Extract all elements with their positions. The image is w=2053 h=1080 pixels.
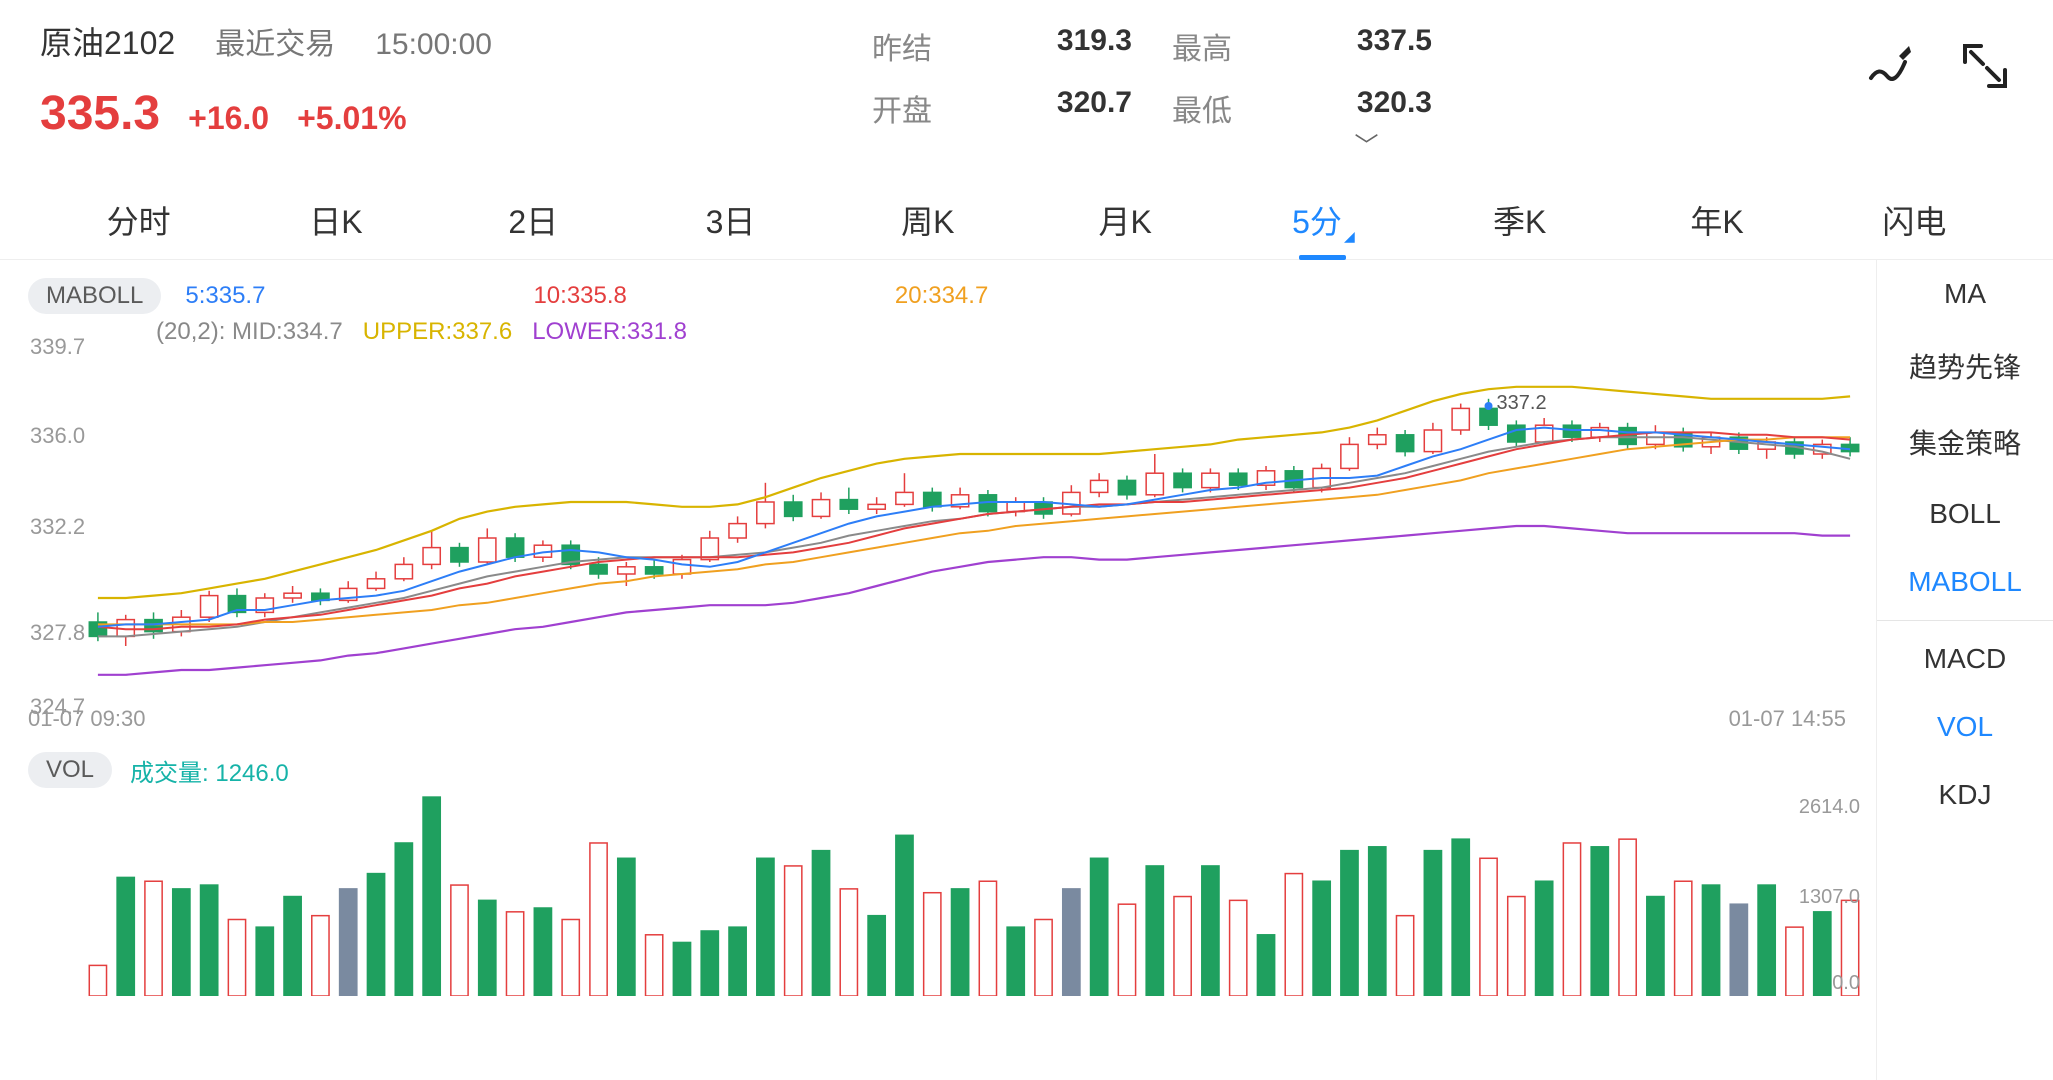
volume-panel[interactable]: 2614.0 1307.0 0.0: [28, 796, 1864, 996]
x-start-label: 01-07 09:30: [28, 706, 145, 732]
y-tick-label: 339.7: [30, 334, 85, 360]
indicator-divider: [1877, 620, 2053, 621]
volume-chart[interactable]: [84, 796, 1864, 996]
boll-lower-legend: LOWER:331.8: [532, 318, 687, 345]
vol-legend-row: VOL 成交量: 1246.0: [28, 706, 1864, 796]
indicator-KDJ[interactable]: KDJ: [1877, 761, 2053, 829]
boll-params: (20,2):: [156, 318, 232, 345]
tab-3日[interactable]: 3日: [632, 189, 829, 259]
candlestick-chart[interactable]: [84, 346, 1864, 706]
draw-tool-button[interactable]: [1861, 38, 1917, 94]
indicator-VOL[interactable]: VOL: [1877, 693, 2053, 761]
y-tick-label: 332.2: [30, 514, 85, 540]
maboll-badge[interactable]: MABOLL: [28, 278, 161, 314]
tab-年K[interactable]: 年K: [1618, 189, 1815, 259]
indicator-MABOLL[interactable]: MABOLL: [1877, 548, 2053, 616]
open-label: 开盘: [872, 86, 952, 130]
header-left: 原油2102 最近交易 15:00:00 335.3 +16.0 +5.01%: [40, 18, 492, 141]
indicator-BOLL[interactable]: BOLL: [1877, 480, 2053, 548]
tab-季K[interactable]: 季K: [1421, 189, 1618, 259]
open-value: 320.7: [992, 86, 1132, 130]
vol-y-tick: 1307.0: [1799, 886, 1860, 909]
high-marker-label: 337.2: [1497, 392, 1547, 415]
low-value: 320.3: [1292, 86, 1432, 130]
low-label: 最低: [1172, 86, 1252, 130]
boll-legend-row: (20,2): MID:334.7 UPPER:337.6 LOWER:331.…: [28, 318, 1864, 346]
prev-close-label: 昨结: [872, 24, 952, 68]
indicator-MACD[interactable]: MACD: [1877, 625, 2053, 693]
y-tick-label: 327.8: [30, 620, 85, 646]
last-price: 335.3: [40, 86, 160, 141]
high-label: 最高: [1172, 24, 1252, 68]
price-change-pct: +5.01%: [297, 100, 406, 137]
tab-月K[interactable]: 月K: [1026, 189, 1223, 259]
recent-trade-label: 最近交易: [215, 19, 335, 63]
indicator-趋势先锋[interactable]: 趋势先锋: [1877, 328, 2053, 404]
tab-周K[interactable]: 周K: [829, 189, 1026, 259]
timeframe-tabs: 分时日K2日3日周K月K5分◢季K年K闪电: [0, 161, 2053, 260]
price-change: +16.0: [188, 100, 269, 137]
header: 原油2102 最近交易 15:00:00 335.3 +16.0 +5.01% …: [0, 0, 2053, 161]
high-value: 337.5: [1292, 24, 1432, 68]
vol-value-label: 成交量: 1246.0: [130, 753, 289, 788]
quote-stats: 昨结 319.3 最高 337.5 开盘 320.7 最低 320.3: [872, 18, 1801, 130]
tab-日K[interactable]: 日K: [237, 189, 434, 259]
tab-2日[interactable]: 2日: [435, 189, 632, 259]
vol-badge[interactable]: VOL: [28, 752, 112, 788]
indicator-MA[interactable]: MA: [1877, 260, 2053, 328]
chart-column: MABOLL 5:335.7 10:335.8 20:334.7 (20,2):…: [0, 260, 1876, 1080]
ma20-legend: 20:334.7: [895, 282, 988, 310]
expand-caret-icon[interactable]: ﹀: [872, 126, 1861, 161]
maboll-legend-row: MABOLL 5:335.7 10:335.8 20:334.7: [28, 272, 1864, 316]
header-tools: [1861, 18, 2013, 94]
boll-upper-legend: UPPER:337.6: [363, 318, 512, 345]
last-trade-time: 15:00:00: [375, 28, 492, 62]
vol-y-tick: 0.0: [1832, 972, 1860, 995]
candlestick-panel[interactable]: 339.7336.0332.2327.8324.7 01-07 09:30 01…: [28, 346, 1864, 706]
fullscreen-toggle-button[interactable]: [1957, 38, 2013, 94]
indicator-sidebar: MA趋势先锋集金策略BOLLMABOLL MACDVOLKDJ: [1876, 260, 2053, 1080]
prev-close-value: 319.3: [992, 24, 1132, 68]
tab-分时[interactable]: 分时: [40, 189, 237, 259]
tab-闪电[interactable]: 闪电: [1816, 189, 2013, 259]
indicator-集金策略[interactable]: 集金策略: [1877, 404, 2053, 480]
instrument-title: 原油2102: [40, 18, 175, 64]
ma10-legend: 10:335.8: [533, 282, 626, 310]
x-end-label: 01-07 14:55: [1729, 706, 1846, 732]
y-tick-label: 336.0: [30, 423, 85, 449]
ma5-legend: 5:335.7: [185, 282, 265, 310]
boll-mid-legend: MID:334.7: [232, 318, 343, 345]
vol-y-tick: 2614.0: [1799, 796, 1860, 819]
main-area: MABOLL 5:335.7 10:335.8 20:334.7 (20,2):…: [0, 260, 2053, 1080]
tab-5分[interactable]: 5分◢: [1224, 189, 1421, 259]
